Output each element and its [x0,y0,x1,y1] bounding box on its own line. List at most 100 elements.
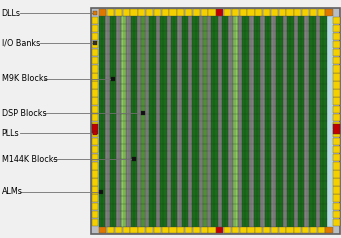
Bar [177,9,184,16]
Bar [263,9,270,16]
Bar [333,114,340,121]
Bar [260,16,265,227]
Bar [287,16,294,227]
Bar [320,16,327,227]
Bar [92,219,98,226]
Bar [169,9,177,16]
Bar [188,16,192,227]
Text: I/O Banks: I/O Banks [2,38,40,47]
Bar [92,122,98,129]
Bar [92,203,98,210]
Bar [294,227,301,233]
Bar [122,227,130,233]
Bar [333,33,340,40]
Bar [325,9,332,16]
Bar [271,16,276,227]
Bar [294,9,301,16]
Bar [115,227,122,233]
Bar [92,17,98,24]
Bar [92,105,98,113]
Bar [92,73,98,81]
Bar [333,138,340,145]
Bar [333,73,340,81]
Bar [193,9,200,16]
Bar [169,227,177,233]
Bar [333,105,340,113]
Bar [105,16,109,227]
Bar [107,9,114,16]
Bar [333,211,340,218]
Bar [115,9,122,16]
Bar [279,227,286,233]
Bar [127,16,131,227]
Bar [242,16,249,227]
Bar [146,9,153,16]
Bar [116,16,121,227]
Bar [333,124,340,134]
Bar [304,16,309,227]
Bar [142,16,145,227]
Bar [233,16,238,227]
Bar [99,16,333,227]
Bar [92,186,98,194]
Bar [146,227,153,233]
Bar [177,227,184,233]
Bar [333,194,340,202]
Bar [249,16,254,227]
Bar [92,33,98,40]
Bar [130,227,137,233]
Bar [333,146,340,154]
Bar [218,16,222,227]
Bar [333,219,340,226]
Bar [333,41,340,48]
Bar [92,114,98,121]
Text: DSP Blocks: DSP Blocks [2,109,46,118]
Bar [271,9,278,16]
Bar [160,16,167,227]
Bar [333,162,340,170]
Bar [224,9,231,16]
Bar [137,16,142,227]
Text: DLLs: DLLs [2,9,21,18]
Bar [171,16,177,227]
Bar [130,9,137,16]
Bar [255,9,262,16]
Bar [224,227,231,233]
Bar [254,16,260,227]
Bar [240,227,247,233]
Bar [298,16,304,227]
Bar [333,49,340,56]
Bar [286,227,294,233]
Bar [92,154,98,162]
Bar [216,9,223,16]
Bar [121,16,127,227]
Bar [247,227,254,233]
Bar [216,227,223,233]
Bar [208,9,216,16]
Bar [283,16,287,227]
Bar [201,9,208,16]
Bar [327,16,333,227]
Text: ALMs: ALMs [2,187,23,196]
Bar [92,194,98,202]
Bar [154,227,161,233]
Bar [333,25,340,32]
Text: PLLs: PLLs [2,129,19,138]
Bar [333,178,340,186]
Bar [333,122,340,129]
Bar [333,65,340,73]
Bar [208,227,216,233]
Bar [310,227,317,233]
Bar [177,16,182,227]
Bar [333,97,340,105]
Bar [333,17,340,24]
Bar [92,146,98,154]
Bar [92,170,98,178]
Bar [92,49,98,56]
Bar [99,9,106,16]
Bar [302,227,309,233]
Bar [333,57,340,64]
Bar [192,16,199,227]
Bar [109,16,116,227]
Bar [92,162,98,170]
